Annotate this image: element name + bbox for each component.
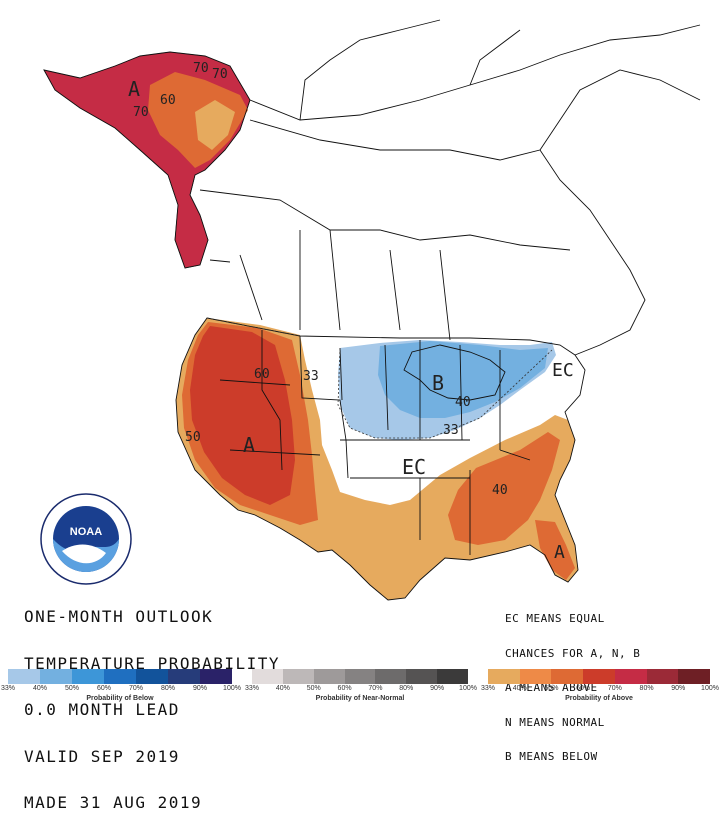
scale-normal-swatch (344, 669, 376, 684)
scale-below-swatch (136, 669, 168, 684)
scale-below-tick: 80% (160, 685, 176, 692)
scale-below-tick: 40% (32, 685, 48, 692)
scale-normal-tick: 80% (399, 685, 414, 692)
scale-normal-title: Probability of Near-Normal (315, 695, 405, 702)
scale-below-tick: 50% (64, 685, 80, 692)
legend-line-2: CHANCES FOR A, N, B (505, 646, 641, 660)
scale-above-swatches (488, 669, 711, 684)
west-33-label: 33 (303, 369, 319, 384)
great-lakes-b-label: B (432, 371, 444, 395)
alaska-a-label: A (128, 77, 140, 101)
west-a-label: A (243, 433, 255, 457)
scale-above-tick: 33% (480, 685, 496, 692)
alaska-70-label-b: 70 (212, 67, 228, 82)
probability-contours (206, 317, 553, 439)
noaa-logo-text: NOAA (70, 526, 102, 538)
map-labels: A 70 70 70 60 60 33 50 A B 40 33 EC EC 4… (128, 61, 574, 563)
west-60-label: 60 (254, 367, 270, 382)
title-line-2: TEMPERATURE PROBABILITY (24, 653, 281, 673)
scale-above-title: Probability of Above (565, 695, 633, 702)
scale-normal-tick: 60% (337, 685, 352, 692)
scale-normal-tick: 50% (306, 685, 321, 692)
scale-below-tick: 100% (223, 685, 241, 692)
scale-below-swatch (40, 669, 72, 684)
scale-above-tick: 100% (701, 685, 719, 692)
scale-above-tick: 60% (576, 685, 591, 692)
scale-above-swatch (678, 669, 711, 684)
scale-below-tick: 70% (128, 685, 144, 692)
scale-normal-swatch (313, 669, 345, 684)
alaska-70-label-c: 70 (133, 105, 149, 120)
scale-normal-tick: 70% (368, 685, 383, 692)
scale-below-swatch (104, 669, 136, 684)
scale-above-swatch (614, 669, 647, 684)
florida-a-label: A (554, 542, 565, 563)
scale-normal-swatch (437, 669, 469, 684)
scale-below-swatch (168, 669, 200, 684)
scale-above-swatch (488, 669, 520, 684)
west-above-region (176, 318, 578, 600)
outlook-map: A 70 70 70 60 60 33 50 A B 40 33 EC EC 4… (43, 19, 701, 601)
scale-normal-tick: 40% (275, 685, 290, 692)
scale-below-swatches (8, 669, 232, 684)
central-ec-label: EC (402, 455, 426, 479)
scale-normal-swatches (252, 669, 469, 684)
scale-below-tick: 60% (96, 685, 112, 692)
alaska-above-region (43, 51, 251, 269)
scale-normal-tick: 33% (244, 685, 260, 692)
legend-line-4: N MEANS NORMAL (505, 715, 605, 729)
scale-normal-swatch (375, 669, 407, 684)
boundary-lines (43, 19, 701, 601)
scale-normal-tick: 100% (459, 685, 477, 692)
alaska-70-label-a: 70 (193, 61, 209, 76)
scale-below-title: Probability of Below (86, 695, 154, 702)
west-50-label: 50 (185, 430, 201, 445)
scale-normal-ticks: 33% 40% 50% 60% 70% 80% 90% 100% (245, 684, 477, 694)
scale-normal-tick: 90% (430, 685, 445, 692)
scale-normal: 33% 40% 50% 60% 70% 80% 90% 100% Probability of… (245, 669, 477, 707)
scale-below-swatch (200, 669, 232, 684)
scale-above-ticks: 33% 40% 50% 60% 70% 80% 90% 100% (481, 684, 719, 694)
title-line-1: ONE-MONTH OUTLOOK (24, 607, 214, 626)
scale-normal-swatch (252, 669, 283, 684)
title-line-5: MADE 31 AUG 2019 (24, 793, 203, 812)
scale-below-swatch (8, 669, 40, 684)
scale-normal-swatch (406, 669, 438, 684)
legend-line-1: EC MEANS EQUAL (505, 612, 605, 625)
scale-above-tick: 80% (639, 685, 654, 692)
scale-below: 33% 40% 50% 60% 70% 80% 90% 100% Probability of… (1, 669, 241, 707)
scale-below-ticks: 33% 40% 50% 60% 70% 80% 90% 100% (1, 684, 241, 694)
scale-above-tick: 70% (607, 685, 622, 692)
great-lakes-33-label: 33 (443, 423, 459, 438)
legend-line-5: B MEANS BELOW (505, 750, 598, 763)
scale-above-swatch (583, 669, 615, 684)
southeast-40-label: 40 (492, 483, 508, 498)
scale-above-tick: 90% (671, 685, 686, 692)
scale-above-swatch (551, 669, 584, 684)
scale-below-tick: 90% (192, 685, 208, 692)
great-lakes-below-region (338, 340, 556, 440)
scale-normal-swatch (282, 669, 314, 684)
title-line-4: VALID SEP 2019 (24, 746, 180, 766)
scale-above-tick: 50% (544, 685, 559, 692)
scale-above-swatch (646, 669, 679, 684)
scale-below-swatch (72, 669, 104, 684)
alaska-60-label: 60 (160, 93, 176, 108)
scale-above-swatch (519, 669, 552, 684)
scale-below-tick: 33% (0, 685, 16, 692)
great-lakes-40-label: 40 (455, 395, 471, 410)
legend-line-3: A MEANS ABOVE (505, 681, 598, 694)
scale-above-tick: 40% (512, 685, 527, 692)
scale-above: 33% 40% 50% 60% 70% 80% 90% 100% Probability of… (481, 669, 719, 707)
noaa-logo: NOAA (40, 493, 132, 585)
northeast-ec-label: EC (552, 360, 574, 381)
